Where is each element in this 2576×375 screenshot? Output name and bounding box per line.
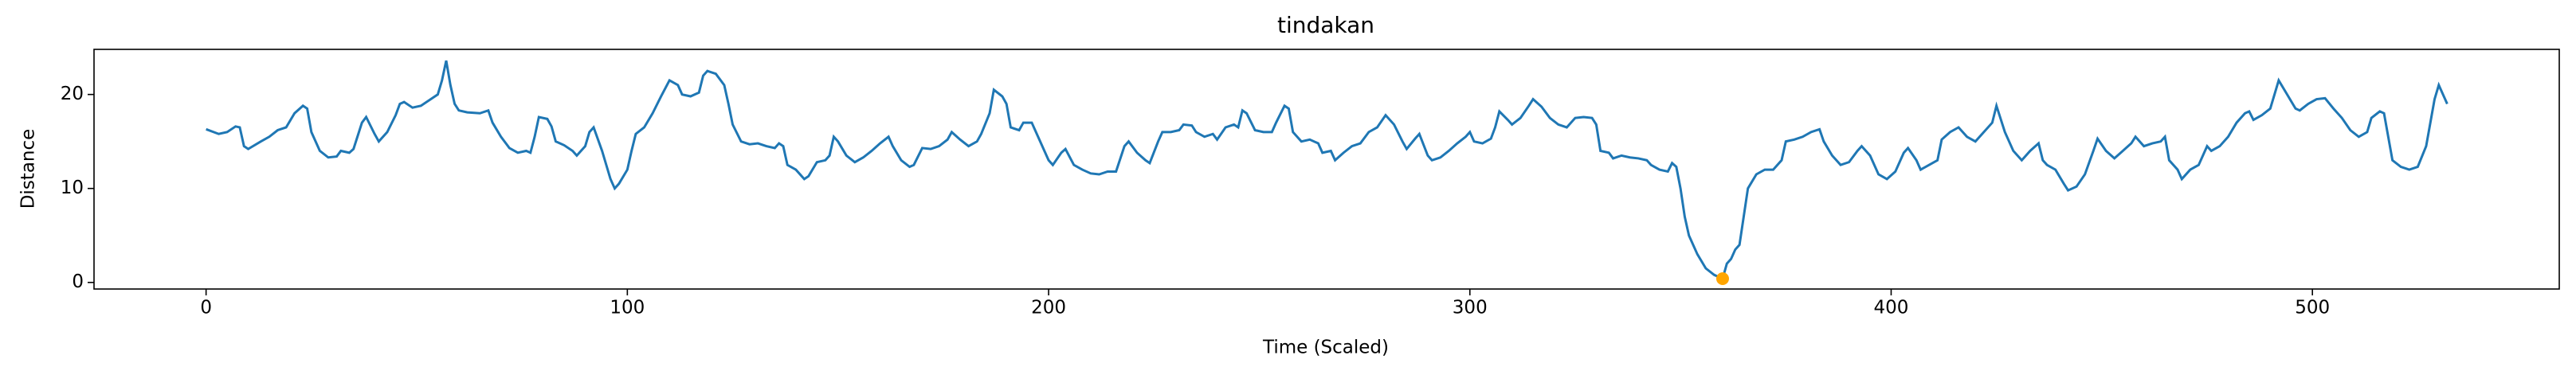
plot-frame bbox=[93, 49, 2560, 290]
x-tick-label: 200 bbox=[1031, 298, 1066, 318]
x-tick-label: 100 bbox=[610, 298, 645, 318]
y-tick-label: 20 bbox=[61, 84, 84, 104]
chart-title: tindakan bbox=[1277, 12, 1374, 38]
x-tick-label: 400 bbox=[1874, 298, 1909, 318]
x-tick-label: 500 bbox=[2295, 298, 2330, 318]
x-tick-label: 300 bbox=[1453, 298, 1488, 318]
y-axis-label: Distance bbox=[18, 129, 39, 209]
point bbox=[1715, 272, 1729, 286]
line bbox=[206, 60, 2449, 281]
y-tick-label: 10 bbox=[61, 178, 84, 198]
y-tick-label: 0 bbox=[72, 271, 84, 292]
x-tick-label: 0 bbox=[200, 298, 212, 318]
x-axis-label: Time (Scaled) bbox=[1262, 338, 1389, 358]
